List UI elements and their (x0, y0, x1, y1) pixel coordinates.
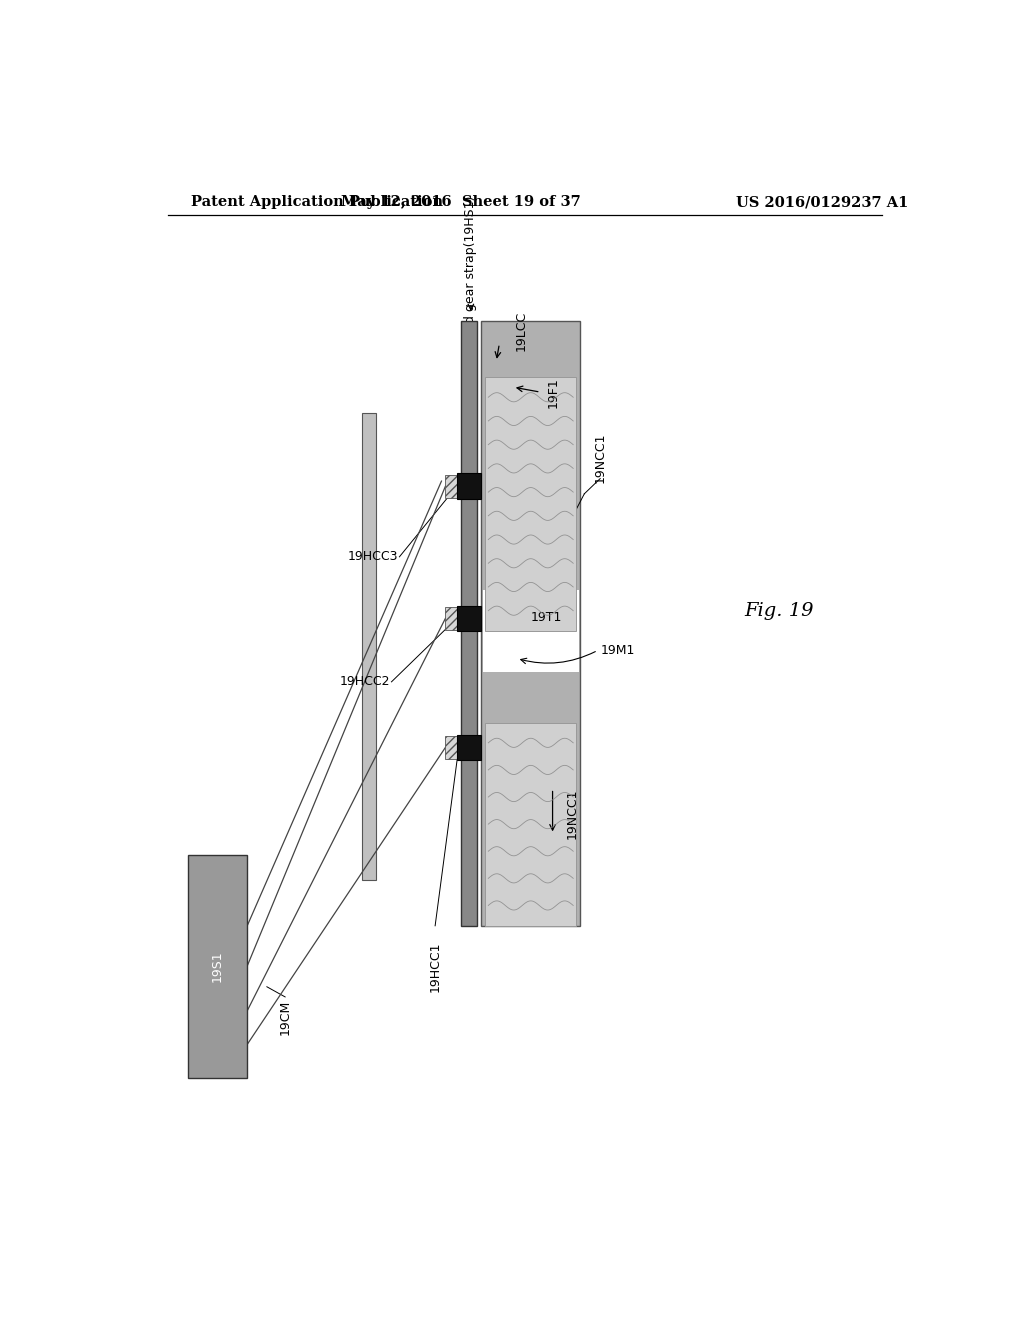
Bar (482, 590, 579, 672)
Bar (445, 474, 458, 498)
Text: 19NCC1: 19NCC1 (594, 433, 606, 483)
Bar (458, 606, 481, 631)
Text: US 2016/0129237 A1: US 2016/0129237 A1 (736, 195, 908, 209)
Text: Head gear strap(19HS1): Head gear strap(19HS1) (464, 197, 477, 348)
Bar (458, 735, 481, 760)
Text: 19HCC3: 19HCC3 (347, 550, 397, 564)
Text: 19LCC: 19LCC (514, 312, 527, 351)
Bar (481, 321, 581, 925)
Text: 19CM: 19CM (279, 999, 292, 1035)
Text: Fig. 19: Fig. 19 (744, 602, 813, 619)
Bar (485, 378, 577, 631)
Bar (445, 607, 458, 630)
Bar (187, 854, 247, 1078)
Text: 19F1: 19F1 (547, 376, 560, 408)
Bar (461, 321, 477, 925)
Text: 19T1: 19T1 (531, 611, 562, 624)
Text: Patent Application Publication: Patent Application Publication (191, 195, 443, 209)
Text: 19M1: 19M1 (600, 644, 635, 657)
Bar (485, 722, 577, 925)
Text: 19HCC2: 19HCC2 (339, 676, 390, 688)
Bar (458, 474, 481, 499)
Bar (445, 735, 458, 759)
Text: 19HCC1: 19HCC1 (429, 941, 441, 991)
Text: 19S1: 19S1 (211, 950, 224, 982)
Text: 19NCC1: 19NCC1 (566, 789, 579, 840)
Bar (362, 413, 377, 880)
Text: May 12, 2016  Sheet 19 of 37: May 12, 2016 Sheet 19 of 37 (341, 195, 582, 209)
